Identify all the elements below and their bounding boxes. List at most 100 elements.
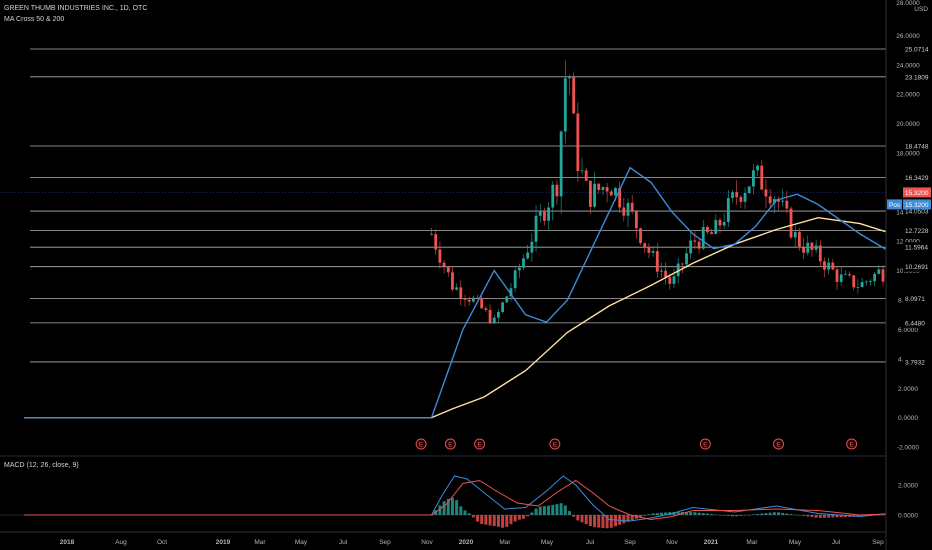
candle-body: [680, 263, 684, 265]
macd-histogram-bar: [576, 515, 580, 521]
candle-body: [430, 233, 433, 235]
candle-body: [772, 199, 776, 204]
candle-body: [831, 262, 835, 270]
candle-body: [843, 274, 847, 276]
candle-body: [764, 189, 768, 197]
candle-body: [580, 170, 584, 172]
macd-signal-line: [24, 479, 932, 521]
macd-histogram-bar: [693, 512, 697, 515]
price-axis-unit: USD: [914, 6, 928, 13]
price-tick-label: 18.0000: [896, 151, 920, 158]
macd-histogram-bar: [714, 514, 718, 515]
horizontal-levels: [0, 48, 886, 363]
macd-histogram-bar: [522, 515, 526, 519]
level-label-bg: [903, 172, 931, 183]
level-label-bg: [903, 206, 931, 217]
candle-body: [714, 219, 718, 235]
earnings-marker: [444, 438, 456, 450]
macd-histogram-bar: [455, 500, 459, 515]
time-tick-label: Nov: [666, 539, 678, 546]
level-label: 8.0971: [905, 296, 925, 303]
macd-histogram-bar: [814, 515, 818, 518]
macd-histogram-bar: [860, 515, 864, 517]
macd-line: [24, 475, 932, 522]
candle-body: [655, 251, 659, 272]
candle-body: [626, 202, 630, 216]
candle-body: [706, 226, 709, 233]
time-tick-label: Nov: [421, 539, 433, 546]
candle-body: [856, 287, 860, 288]
time-tick-label: Sep: [872, 539, 884, 546]
level-label-bg: [903, 141, 931, 152]
candle-body: [685, 253, 688, 265]
macd-histogram-bar: [471, 515, 475, 518]
candle-body: [647, 246, 651, 253]
macd-histogram-bar: [760, 513, 764, 515]
candle-body: [735, 192, 739, 198]
macd-histogram-bar: [776, 512, 780, 515]
candle-body: [446, 266, 450, 273]
time-tick-label: Jul: [832, 539, 841, 546]
earnings-marker-label: E: [419, 441, 424, 448]
candle-body: [718, 219, 722, 226]
candle-body: [835, 269, 839, 282]
candle-body: [497, 312, 500, 318]
macd-histogram-bar: [822, 515, 826, 518]
candle-body: [601, 187, 605, 190]
level-label-bg: [903, 225, 931, 236]
candle-body: [789, 208, 793, 238]
candle-body: [488, 309, 492, 323]
earnings-marker: [474, 438, 486, 450]
candle-body: [668, 277, 672, 284]
macd-histogram-bar: [496, 515, 500, 527]
macd-histogram-bar: [538, 506, 542, 515]
macd-histogram-bar: [827, 515, 831, 518]
earnings-marker-label: E: [703, 441, 708, 448]
candle-body: [806, 242, 810, 253]
candle-body: [476, 297, 479, 299]
level-label-bg: [903, 317, 931, 328]
candle-body: [509, 288, 513, 297]
macd-histogram-bar: [772, 512, 776, 515]
candle-body: [588, 180, 592, 207]
macd-histogram-bar: [476, 515, 480, 522]
candles: [430, 60, 932, 325]
moving-averages: [24, 166, 932, 419]
candle-body: [689, 240, 693, 254]
earnings-marker-label: E: [448, 441, 453, 448]
macd-histogram-bar: [789, 514, 793, 515]
candle-body: [860, 282, 864, 288]
candle-body: [752, 170, 755, 187]
candle-body: [664, 270, 668, 278]
macd-histogram-bar: [467, 513, 471, 515]
candle-body: [522, 258, 525, 268]
price-tick-label: -2.0000: [897, 445, 919, 452]
earnings-marker-label: E: [553, 441, 558, 448]
candle-body: [848, 274, 851, 276]
candle-body: [693, 240, 697, 242]
candle-body: [873, 273, 877, 282]
candle-body: [517, 267, 521, 271]
macd-histogram-bar: [446, 498, 450, 515]
candle-body: [852, 275, 856, 288]
macd-histogram-bar: [526, 515, 530, 517]
candle-body: [467, 299, 471, 302]
candle-body: [739, 197, 743, 202]
candle-body: [651, 251, 655, 253]
level-label: 14.0503: [905, 209, 929, 216]
candle-body: [639, 228, 642, 244]
candle-body: [584, 170, 588, 181]
candle-body: [793, 231, 797, 238]
earnings-marker: [415, 438, 427, 450]
macd-histogram-bar: [802, 515, 806, 516]
time-tick-label: May: [541, 539, 554, 546]
macd-histogram-bar: [630, 515, 634, 521]
macd-histogram-bar: [764, 513, 768, 515]
macd-histogram-bar: [513, 515, 517, 522]
macd-pane: [0, 455, 932, 529]
macd-histogram-bar: [701, 513, 705, 515]
candle-body: [701, 226, 705, 249]
macd-histogram-bar: [710, 514, 714, 515]
